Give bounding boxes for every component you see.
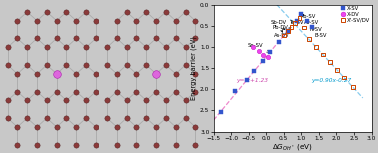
Point: [288, 26, 294, 28]
X-axis label: $\Delta G_{OH^*}$ (eV): $\Delta G_{OH^*}$ (eV): [272, 142, 313, 152]
Point: [256, 50, 262, 52]
Point: [297, 17, 303, 19]
Point: [281, 34, 287, 37]
Point: [285, 30, 291, 32]
Point: [260, 53, 266, 56]
Text: As-SV: As-SV: [302, 15, 319, 25]
Point: [313, 46, 319, 48]
Point: [265, 55, 271, 58]
Point: [294, 19, 300, 22]
Point: [304, 19, 310, 22]
Point: [251, 70, 257, 73]
Point: [232, 89, 238, 92]
Point: [250, 46, 256, 48]
Point: [341, 76, 347, 79]
Text: As-DV: As-DV: [274, 28, 291, 38]
Point: [285, 30, 291, 32]
Point: [218, 110, 224, 113]
Point: [309, 26, 315, 28]
Y-axis label: Energy barrier (eV): Energy barrier (eV): [191, 36, 197, 100]
Point: [306, 38, 312, 40]
Point: [334, 69, 340, 71]
Text: y=0.90x-0.27: y=0.90x-0.27: [311, 78, 352, 83]
Point: [244, 79, 250, 81]
Point: [267, 51, 273, 54]
Point: [276, 41, 282, 43]
Text: Pb-SV: Pb-SV: [297, 14, 316, 21]
Text: Pb-DV: Pb-DV: [273, 24, 288, 30]
Legend: X-SV, X-DV, X'-SV/DV: X-SV, X-DV, X'-SV/DV: [341, 6, 370, 23]
Point: [298, 13, 304, 16]
Text: Sb-DV: Sb-DV: [270, 20, 287, 32]
Text: Sn-SV: Sn-SV: [248, 43, 269, 52]
Point: [301, 26, 307, 29]
Point: [320, 53, 326, 56]
Point: [260, 60, 266, 62]
Point: [327, 61, 333, 63]
Text: B-SV: B-SV: [312, 28, 327, 38]
Text: y=-x+1.23: y=-x+1.23: [236, 78, 268, 83]
Point: [350, 86, 356, 88]
Text: N-SV: N-SV: [307, 21, 322, 32]
Text: Te-SV: Te-SV: [288, 20, 304, 31]
Point: [292, 22, 298, 24]
